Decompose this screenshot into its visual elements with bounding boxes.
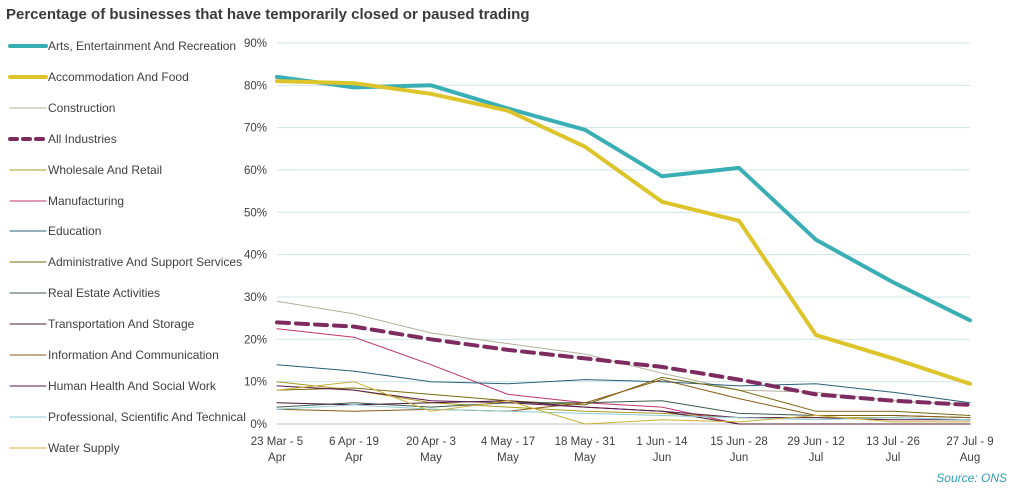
legend-item-wholesale-and-retail: Wholesale And Retail — [0, 160, 250, 190]
legend-swatch — [9, 292, 47, 294]
legend-label: Arts, Entertainment And Recreation — [48, 39, 237, 53]
legend-label: All Industries — [48, 131, 117, 146]
y-tick-label: 10% — [244, 377, 267, 389]
series-line-manufacturing — [276, 328, 971, 425]
legend-swatch — [9, 230, 47, 232]
x-tick-label: May — [497, 452, 519, 464]
x-tick-label: 29 Jun - 12 — [787, 436, 845, 448]
x-tick-label: Jul — [809, 452, 824, 464]
y-tick-label: 80% — [244, 80, 267, 92]
y-tick-label: 0% — [250, 419, 267, 431]
series-line-all-industries — [275, 320, 972, 407]
x-tick-label: Jun — [653, 452, 672, 464]
legend-label: Human Health And Social Work — [48, 378, 216, 393]
y-tick-label: 70% — [244, 123, 267, 135]
legend-swatch — [9, 354, 47, 356]
x-tick-label: May — [420, 452, 442, 464]
legend-label: Water Supply — [48, 440, 120, 455]
series-line-information-and-communication — [276, 379, 971, 419]
legend-item-human-health-and-social-work: Human Health And Social Work — [0, 376, 250, 406]
legend-item-accommodation-and-food: Accommodation And Food — [0, 67, 250, 97]
x-tick-label: 18 May - 31 — [555, 436, 616, 448]
x-tick-label: May — [574, 452, 596, 464]
series-line-accommodation-and-food — [275, 79, 972, 386]
legend-item-water-supply: Water Supply — [0, 438, 250, 468]
x-tick-label: 20 Apr - 3 — [406, 436, 456, 448]
y-tick-label: 40% — [244, 250, 267, 262]
legend-label: Transportation And Storage — [48, 317, 195, 332]
x-tick-label: Apr — [268, 452, 286, 464]
series-line-water-supply — [276, 381, 971, 425]
x-tick-label: 6 Apr - 19 — [329, 436, 379, 448]
legend-swatch — [9, 107, 47, 109]
legend-item-arts-entertainment-and-recreation: Arts, Entertainment And Recreation — [0, 36, 250, 66]
legend-item-professional-scientific-and-technical: Professional, Scientific And Technical — [0, 407, 250, 437]
x-tick-label: 27 Jul - 9 — [946, 436, 993, 448]
legend-swatch — [9, 447, 47, 449]
legend-item-all-industries: All Industries — [0, 129, 250, 159]
x-tick-label: Aug — [960, 452, 980, 464]
legend-item-real-estate-activities: Real Estate Activities — [0, 283, 250, 313]
legend-swatch — [8, 74, 48, 79]
legend-label: Accommodation And Food — [48, 69, 189, 84]
y-tick-label: 20% — [244, 334, 267, 346]
x-tick-label: 4 May - 17 — [481, 436, 535, 448]
legend-label: Administrative And Support Services — [48, 255, 243, 270]
legend-item-transportation-and-storage: Transportation And Storage — [0, 314, 250, 344]
legend-label: Wholesale And Retail — [48, 162, 163, 177]
x-tick-label: 1 Jun - 14 — [636, 436, 688, 448]
y-tick-label: 50% — [244, 207, 267, 219]
series-line-arts-entertainment-and-recreation — [275, 74, 972, 323]
legend-item-manufacturing: Manufacturing — [0, 191, 250, 221]
y-tick-label: 90% — [244, 38, 267, 50]
y-tick-label: 60% — [244, 165, 267, 177]
legend-swatch — [9, 261, 47, 263]
legend-label: Information And Communication — [48, 348, 219, 362]
legend-swatch — [9, 385, 47, 387]
chart-title: Percentage of businesses that have tempo… — [6, 6, 530, 23]
x-tick-label: 23 Mar - 5 — [251, 436, 303, 448]
series-line-education — [276, 364, 971, 404]
legend-swatch — [9, 323, 47, 325]
x-tick-label: Jul — [886, 452, 901, 464]
legend-label: Education — [48, 224, 102, 239]
source-note: Source: ONS — [936, 471, 1007, 485]
legend-label: Professional, Scientific And Technical — [48, 409, 246, 424]
x-tick-label: 13 Jul - 26 — [866, 436, 920, 448]
legend-swatch — [9, 200, 47, 201]
legend-item-education: Education — [0, 221, 250, 251]
x-tick-label: 15 Jun - 28 — [710, 436, 768, 448]
legend-swatch — [9, 416, 47, 418]
x-tick-label: Jun — [730, 452, 749, 464]
series-line-administrative-and-support-services — [276, 376, 971, 416]
legend-swatch — [8, 44, 48, 48]
legend-label: Real Estate Activities — [48, 286, 161, 301]
legend-label: Manufacturing — [48, 193, 125, 208]
legend-item-administrative-and-support-services: Administrative And Support Services — [0, 252, 250, 282]
legend-item-construction: Construction — [0, 98, 250, 128]
y-tick-label: 30% — [244, 292, 267, 304]
x-tick-label: Apr — [345, 452, 363, 464]
legend-swatch — [8, 136, 48, 141]
legend-swatch — [9, 169, 47, 171]
legend-item-information-and-communication: Information And Communication — [0, 345, 250, 375]
legend-label: Construction — [48, 100, 116, 115]
